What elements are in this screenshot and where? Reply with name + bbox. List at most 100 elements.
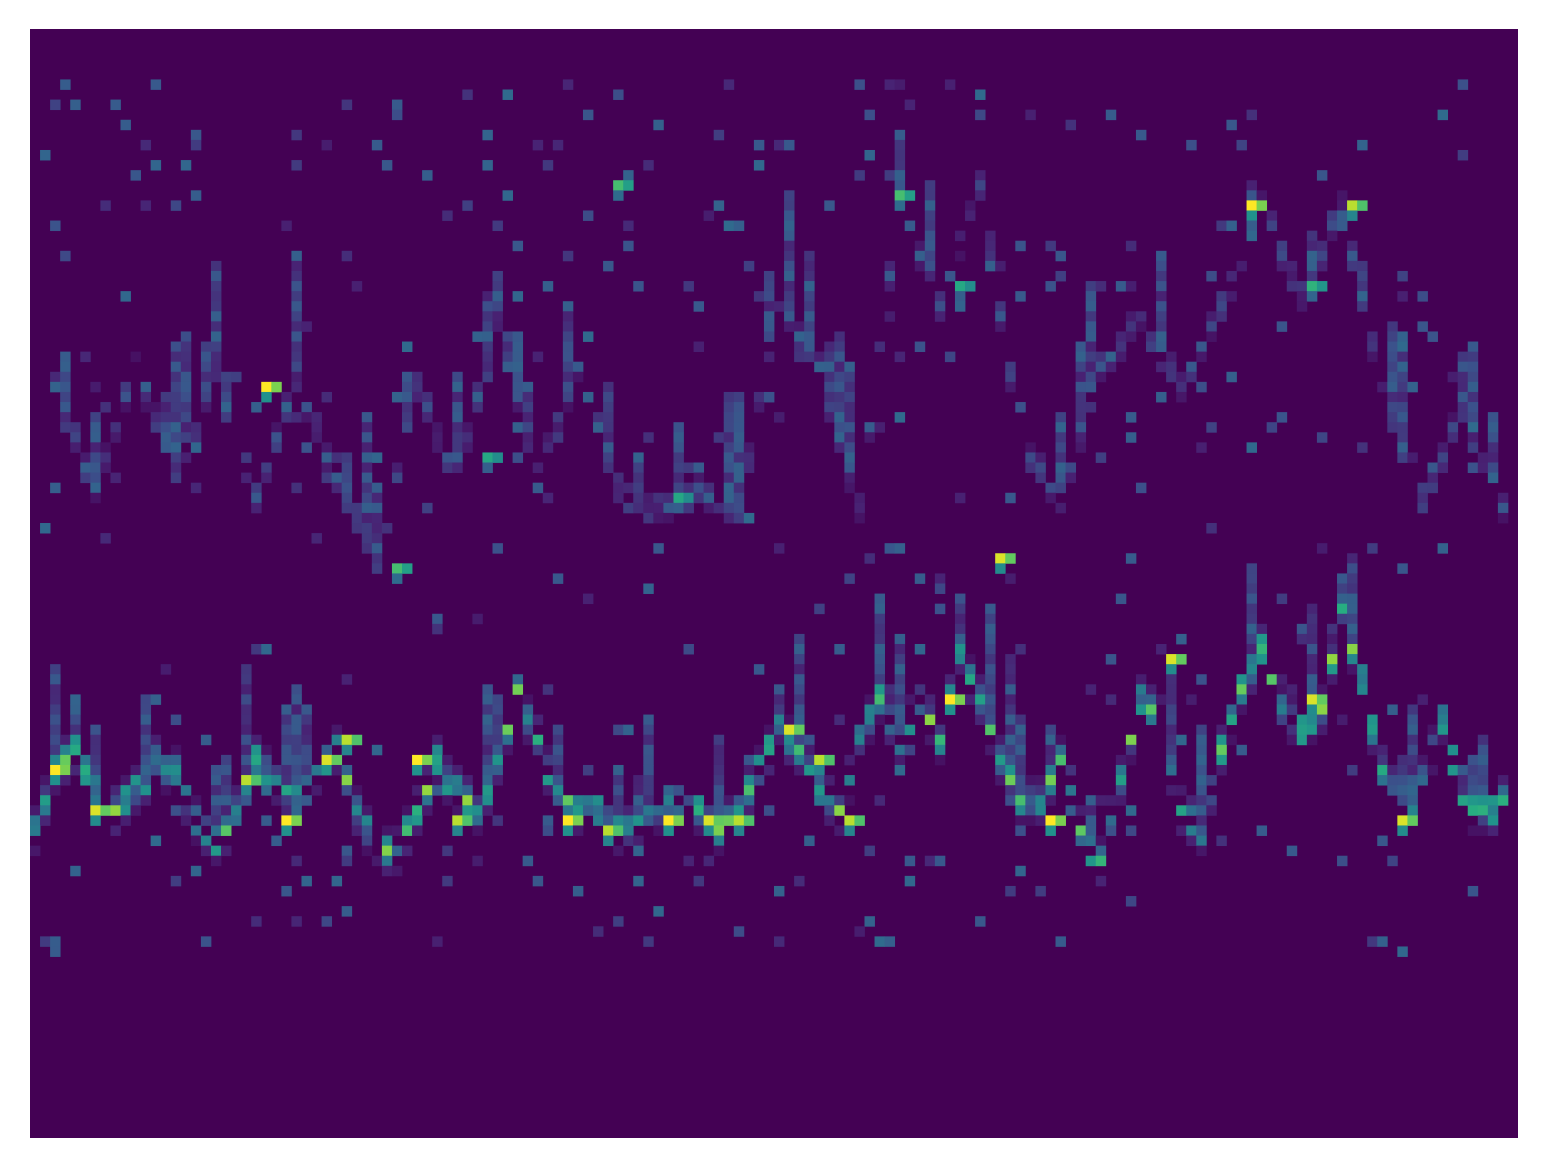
heatmap-cell — [40, 775, 51, 786]
heatmap-cell — [623, 240, 634, 252]
heatmap-cell — [1397, 815, 1408, 826]
heatmap-cell — [1015, 714, 1026, 726]
heatmap-cell — [482, 371, 493, 383]
heatmap-cell — [371, 563, 383, 574]
heatmap-cell — [341, 734, 353, 746]
heatmap-cell — [1397, 452, 1408, 463]
heatmap-cell — [1306, 613, 1318, 625]
heatmap-cell — [492, 281, 503, 292]
heatmap-cell — [502, 724, 513, 736]
heatmap-cell — [1206, 775, 1217, 786]
heatmap-cell — [763, 724, 775, 736]
heatmap-cell — [794, 714, 805, 726]
heatmap-cell — [723, 422, 735, 433]
heatmap-cell — [763, 281, 775, 292]
heatmap-cell — [40, 795, 51, 806]
heatmap-cell — [150, 402, 162, 413]
heatmap-cell — [130, 785, 141, 796]
heatmap-cell — [160, 785, 172, 796]
heatmap-cell — [1397, 381, 1408, 393]
heatmap-cell — [954, 643, 966, 655]
heatmap-cell — [1115, 785, 1127, 796]
heatmap-cell — [1447, 412, 1459, 423]
heatmap-cell — [824, 351, 835, 363]
heatmap-cell — [894, 714, 906, 726]
heatmap-cell — [1347, 643, 1358, 655]
heatmap-cell — [733, 402, 745, 413]
heatmap-cell — [784, 210, 795, 221]
heatmap-cell — [130, 775, 141, 786]
heatmap-cell — [683, 462, 694, 473]
heatmap-cell — [1156, 250, 1167, 262]
heatmap-cell — [241, 734, 252, 746]
heatmap-cell — [371, 533, 383, 544]
heatmap-cell — [1085, 331, 1097, 342]
heatmap-cell — [794, 694, 805, 705]
heatmap-cell — [794, 341, 805, 353]
heatmap-cell — [1025, 785, 1036, 796]
heatmap-cell — [924, 250, 936, 262]
heatmap-cell — [241, 775, 252, 786]
heatmap-cell — [1306, 724, 1318, 736]
heatmap-cell — [1085, 361, 1097, 373]
heatmap-cell — [914, 341, 926, 353]
heatmap-cell — [824, 200, 835, 211]
heatmap-cell — [693, 825, 705, 836]
heatmap-cell — [412, 391, 423, 403]
heatmap-cell — [995, 563, 1006, 574]
heatmap-cell — [482, 694, 493, 705]
heatmap-cell — [90, 744, 101, 756]
heatmap-cell — [844, 482, 855, 494]
heatmap-cell — [422, 402, 433, 413]
heatmap-cell — [1266, 674, 1278, 685]
heatmap-cell — [1035, 795, 1046, 806]
heatmap-cell — [1176, 654, 1187, 665]
heatmap-cell — [1457, 371, 1469, 383]
heatmap-cell — [110, 785, 121, 796]
heatmap-cell — [894, 694, 906, 705]
heatmap-cell — [432, 744, 443, 756]
heatmap-cell — [462, 815, 473, 826]
heatmap-cell — [1417, 694, 1428, 705]
heatmap-cell — [482, 311, 493, 322]
heatmap-cell — [703, 815, 715, 826]
heatmap-cell — [733, 412, 745, 423]
heatmap-cell — [1226, 714, 1237, 726]
heatmap-cell — [180, 351, 192, 363]
heatmap-cell — [1397, 331, 1408, 342]
heatmap-cell — [1075, 391, 1087, 403]
heatmap-cell — [221, 391, 232, 403]
heatmap-cell — [1075, 371, 1087, 383]
heatmap-cell — [492, 734, 503, 746]
heatmap-cell — [572, 815, 584, 826]
heatmap-cell — [743, 815, 755, 826]
heatmap-cell — [1216, 724, 1227, 736]
heatmap-cell — [1417, 775, 1428, 786]
heatmap-cell — [1417, 754, 1428, 766]
heatmap-cell — [361, 845, 373, 857]
heatmap-cell — [794, 674, 805, 685]
heatmap-cell — [1095, 795, 1107, 806]
heatmap-cell — [944, 270, 956, 282]
heatmap-cell — [291, 250, 302, 262]
heatmap-cell — [1125, 331, 1137, 342]
heatmap-cell — [170, 402, 182, 413]
heatmap-cell — [643, 492, 654, 504]
heatmap-cell — [1457, 351, 1469, 363]
heatmap-cell — [582, 593, 594, 605]
heatmap-cell — [1166, 694, 1177, 705]
heatmap-cell — [693, 805, 705, 816]
heatmap-cell — [894, 129, 906, 141]
heatmap-cell — [804, 260, 815, 272]
heatmap-cell — [804, 744, 815, 756]
heatmap-cell — [1316, 250, 1328, 262]
heatmap-cell — [914, 240, 926, 252]
heatmap-cell — [1306, 664, 1318, 675]
heatmap-cell — [432, 623, 443, 635]
heatmap-cell — [985, 643, 996, 655]
heatmap-cell — [1397, 371, 1408, 383]
heatmap-cell — [1487, 472, 1499, 484]
heatmap-cell — [713, 775, 725, 786]
heatmap-cell — [281, 754, 292, 766]
